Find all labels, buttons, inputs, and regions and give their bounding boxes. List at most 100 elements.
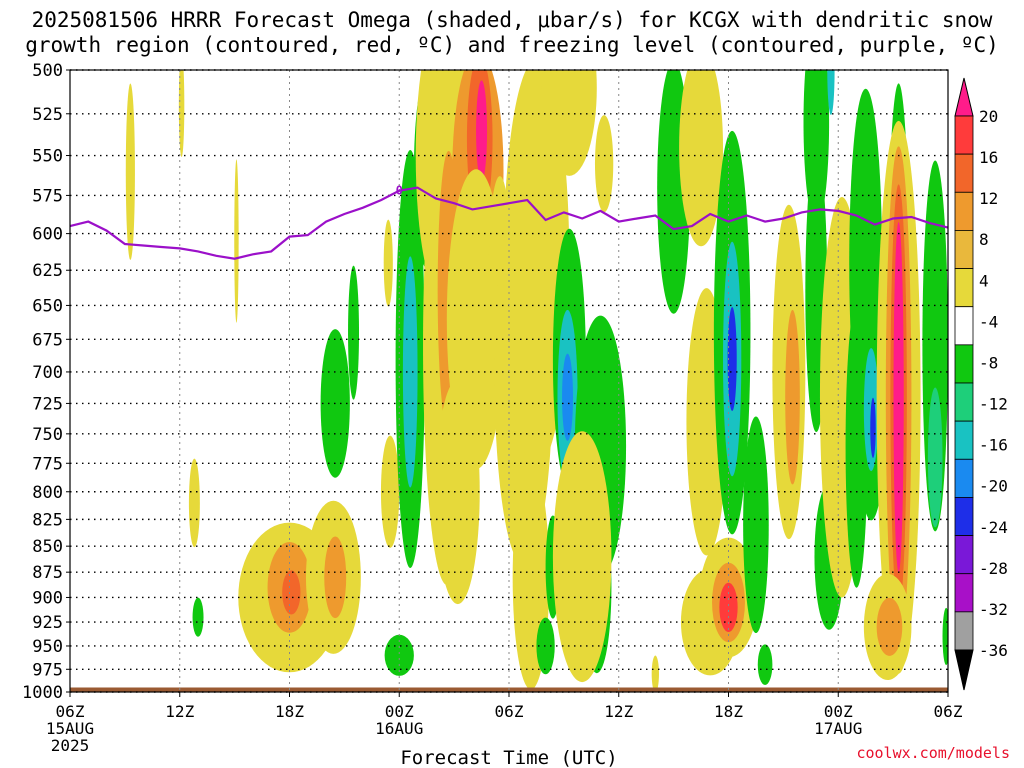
y-tick-label-850: 850 xyxy=(32,537,63,557)
chart-title-line1: 2025081506 HRRR Forecast Omega (shaded, … xyxy=(31,8,993,32)
omega-cell-13 xyxy=(383,219,393,307)
omega-cell-66 xyxy=(870,397,876,458)
freezing-level-label: 0 xyxy=(396,184,403,198)
colorbar-swatch-1 xyxy=(954,153,974,193)
colorbar-swatch-12 xyxy=(954,573,974,613)
x-tick-label-8: 06Z xyxy=(934,702,963,721)
colorbar-bottom-arrow xyxy=(954,649,974,691)
colorbar-swatch-4 xyxy=(954,268,974,308)
y-tick-label-950: 950 xyxy=(32,637,63,657)
omega-cell-11 xyxy=(348,265,360,400)
y-tick-label-700: 700 xyxy=(32,363,63,383)
omega-cell-71 xyxy=(893,222,904,573)
colorbar-swatch-2 xyxy=(954,191,974,231)
x-tick-date-3: 16AUG xyxy=(375,719,423,738)
x-tick-label-6: 18Z xyxy=(714,702,743,721)
colorbar-swatch-13 xyxy=(954,611,974,651)
omega-cell-73 xyxy=(876,597,903,656)
omega-cell-31 xyxy=(541,70,597,176)
colorbar-swatch-3 xyxy=(954,230,974,269)
omega-cell-24 xyxy=(476,80,488,182)
omega-cell-2 xyxy=(234,159,239,323)
colorbar-top-arrow xyxy=(954,77,974,117)
colorbar-label-9: -20 xyxy=(979,477,1008,496)
omega-cell-56 xyxy=(785,309,800,485)
y-tick-label-1000: 1000 xyxy=(22,683,63,703)
colorbar-label-2: 12 xyxy=(979,189,998,208)
colorbar-swatch-11 xyxy=(954,535,974,575)
omega-cell-8 xyxy=(324,536,347,619)
x-tick-label-7: 00Z xyxy=(824,702,853,721)
omega-cell-58 xyxy=(803,70,830,224)
chart-title-line2: growth region (contoured, red, ºC) and f… xyxy=(25,33,999,57)
x-tick-label-0: 06Z xyxy=(56,702,85,721)
y-tick-label-975: 975 xyxy=(32,660,63,680)
omega-cell-3 xyxy=(188,458,200,548)
colorbar-label-11: -28 xyxy=(979,559,1008,578)
colorbar-label-1: 16 xyxy=(979,148,998,167)
colorbar-label-12: -32 xyxy=(979,600,1008,619)
colorbar-swatch-7 xyxy=(954,382,974,422)
y-tick-label-550: 550 xyxy=(32,147,63,167)
omega-cell-9 xyxy=(192,597,204,637)
omega-cell-40 xyxy=(552,431,612,683)
colorbar-swatch-6 xyxy=(954,344,974,384)
omega-cell-15 xyxy=(402,256,418,488)
colorbar-label-6: -8 xyxy=(979,353,998,372)
y-tick-label-900: 900 xyxy=(32,588,63,608)
omega-cell-53 xyxy=(743,416,769,634)
x-tick-label-2: 18Z xyxy=(275,702,304,721)
colorbar-label-3: 8 xyxy=(979,230,989,249)
omega-cell-0 xyxy=(125,83,135,260)
omega-cell-30 xyxy=(536,617,555,675)
y-tick-label-650: 650 xyxy=(32,296,63,316)
y-tick-label-600: 600 xyxy=(32,225,63,245)
y-tick-label-825: 825 xyxy=(32,510,63,530)
y-tick-label-500: 500 xyxy=(32,61,63,81)
omega-cell-41 xyxy=(594,115,614,213)
y-tick-label-925: 925 xyxy=(32,613,63,633)
x-tick-label-1: 12Z xyxy=(165,702,194,721)
x-tick-label-5: 12Z xyxy=(604,702,633,721)
colorbar-label-5: -4 xyxy=(979,312,998,331)
omega-cell-36 xyxy=(562,353,574,441)
freezing-level-line xyxy=(69,186,949,260)
y-tick-label-725: 725 xyxy=(32,394,63,414)
y-tick-label-875: 875 xyxy=(32,563,63,583)
x-tick-label-3: 00Z xyxy=(385,702,414,721)
omega-shading-layer xyxy=(125,70,948,692)
omega-cell-75 xyxy=(927,387,943,528)
colorbar-label-0: 20 xyxy=(979,107,998,126)
omega-cell-16 xyxy=(384,634,414,676)
x-axis-label: Forecast Time (UTC) xyxy=(400,747,617,768)
omega-cell-76 xyxy=(942,607,948,666)
colorbar-label-4: 4 xyxy=(979,271,989,290)
y-tick-label-675: 675 xyxy=(32,330,63,350)
omega-cell-6 xyxy=(282,570,301,615)
axes-layer: 500 525 550 575 600 625 650 675 700 725 750 775 800 8… xyxy=(22,61,963,755)
x-tick-date-7: 17AUG xyxy=(814,719,862,738)
colorbar-swatch-5 xyxy=(954,306,974,346)
credit-text: coolwx.com/models xyxy=(856,744,1010,762)
y-tick-label-525: 525 xyxy=(32,105,63,125)
x-tick-label-4: 06Z xyxy=(495,702,524,721)
colorbar-label-7: -12 xyxy=(979,395,1008,414)
x-tick-year-0: 2025 xyxy=(51,736,90,755)
colorbar-swatch-0 xyxy=(954,115,974,155)
colorbar-swatch-10 xyxy=(954,497,974,536)
omega-cell-52 xyxy=(719,582,738,633)
omega-cell-1 xyxy=(178,70,185,157)
colorbar-swatch-9 xyxy=(954,458,974,498)
omega-cell-60 xyxy=(827,70,835,115)
omega-cell-28 xyxy=(503,70,570,467)
omega-cell-44 xyxy=(651,655,659,692)
colorbar-label-13: -36 xyxy=(979,641,1008,660)
colorbar: 20 16 12 8 4 -4 -8 -12 -16 -20 -24 -28 -32 -36 xyxy=(954,77,1008,691)
omega-cell-54 xyxy=(757,644,773,686)
omega-cell-12 xyxy=(380,435,400,548)
freezing-level-layer: 0 xyxy=(69,184,949,260)
y-tick-label-750: 750 xyxy=(32,425,63,445)
x-tick-date-0: 15AUG xyxy=(46,719,94,738)
y-tick-label-625: 625 xyxy=(32,261,63,281)
